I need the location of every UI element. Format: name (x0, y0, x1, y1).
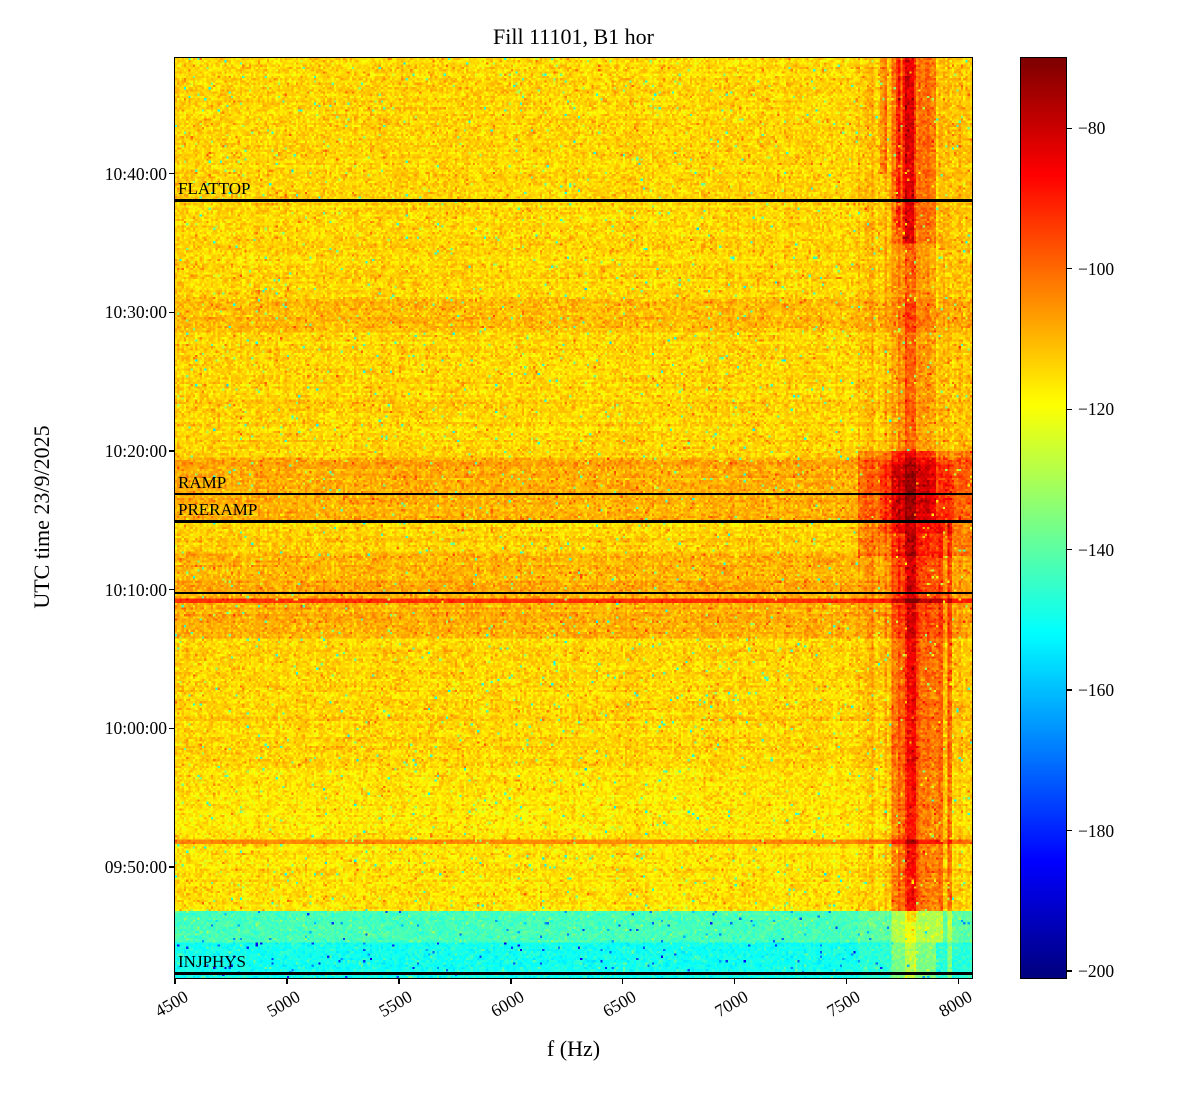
colorbar-tick-label: −160 (1078, 680, 1115, 701)
x-tick-mark (398, 979, 400, 984)
colorbar-tick-mark (1067, 829, 1072, 832)
y-tick-mark (169, 727, 174, 730)
y-tick-mark (169, 450, 174, 452)
colorbar-tick-label: −140 (1078, 539, 1115, 560)
colorbar-tick-label: −120 (1078, 399, 1115, 420)
y-tick-mark (169, 866, 174, 868)
x-tick-mark (845, 979, 848, 984)
colorbar-tick-label: −100 (1078, 258, 1115, 279)
x-axis-label: f (Hz) (546, 1036, 601, 1061)
event-line-flattop (175, 198, 972, 202)
x-tick-label: 8000 (934, 986, 976, 1021)
y-axis-label: UTC time 23/9/2025 (29, 425, 54, 609)
event-line-injphys (175, 972, 972, 975)
y-tick-label: 10:10:00 (104, 579, 167, 600)
y-tick-label: 09:50:00 (104, 857, 167, 878)
y-tick-label: 10:30:00 (104, 302, 167, 323)
x-tick-label: 6500 (598, 986, 640, 1021)
x-tick-mark (286, 979, 288, 984)
y-tick-label: 10:20:00 (104, 440, 167, 461)
y-tick-label: 10:00:00 (104, 718, 167, 739)
colorbar (1020, 57, 1067, 979)
colorbar-tick-mark (1067, 268, 1072, 270)
colorbar-tick-mark (1067, 970, 1072, 972)
y-tick-label: 10:40:00 (104, 163, 167, 184)
colorbar-tick-label: −180 (1078, 820, 1115, 841)
y-tick-mark (169, 311, 174, 314)
x-tick-mark (510, 979, 512, 984)
colorbar-tick-mark (1067, 549, 1072, 551)
plot-area: FLATTOP RAMP PRERAMP INJPHYS (174, 57, 973, 979)
x-tick-label: 7500 (822, 986, 864, 1021)
event-line-unlabeled (175, 591, 972, 594)
x-tick-label: 6000 (487, 986, 528, 1021)
x-tick-label: 4500 (151, 986, 192, 1021)
y-tick-mark (169, 172, 174, 175)
colorbar-tick-mark (1067, 689, 1072, 691)
event-label-flattop: FLATTOP (178, 179, 251, 199)
x-tick-mark (733, 979, 736, 984)
event-label-injphys: INJPHYS (178, 952, 247, 972)
colorbar-tick-mark (1067, 408, 1072, 410)
x-tick-label: 5500 (375, 986, 416, 1021)
y-tick-mark (169, 589, 174, 591)
colorbar-tick-label: −80 (1078, 118, 1106, 139)
x-tick-label: 5000 (263, 986, 304, 1021)
spectrogram-canvas (175, 58, 972, 978)
colorbar-tick-mark (1067, 127, 1072, 130)
x-tick-label: 7000 (710, 986, 752, 1021)
event-label-ramp: RAMP (178, 472, 227, 492)
colorbar-tick-label: −200 (1078, 960, 1115, 981)
x-tick-mark (174, 979, 176, 984)
event-line-preramp (175, 520, 972, 523)
chart-title: Fill 11101, B1 hor (493, 24, 654, 49)
event-label-preramp: PRERAMP (178, 500, 258, 520)
x-tick-mark (622, 979, 624, 984)
colorbar-canvas (1021, 58, 1066, 978)
event-line-ramp (175, 492, 972, 496)
x-tick-mark (957, 979, 960, 984)
